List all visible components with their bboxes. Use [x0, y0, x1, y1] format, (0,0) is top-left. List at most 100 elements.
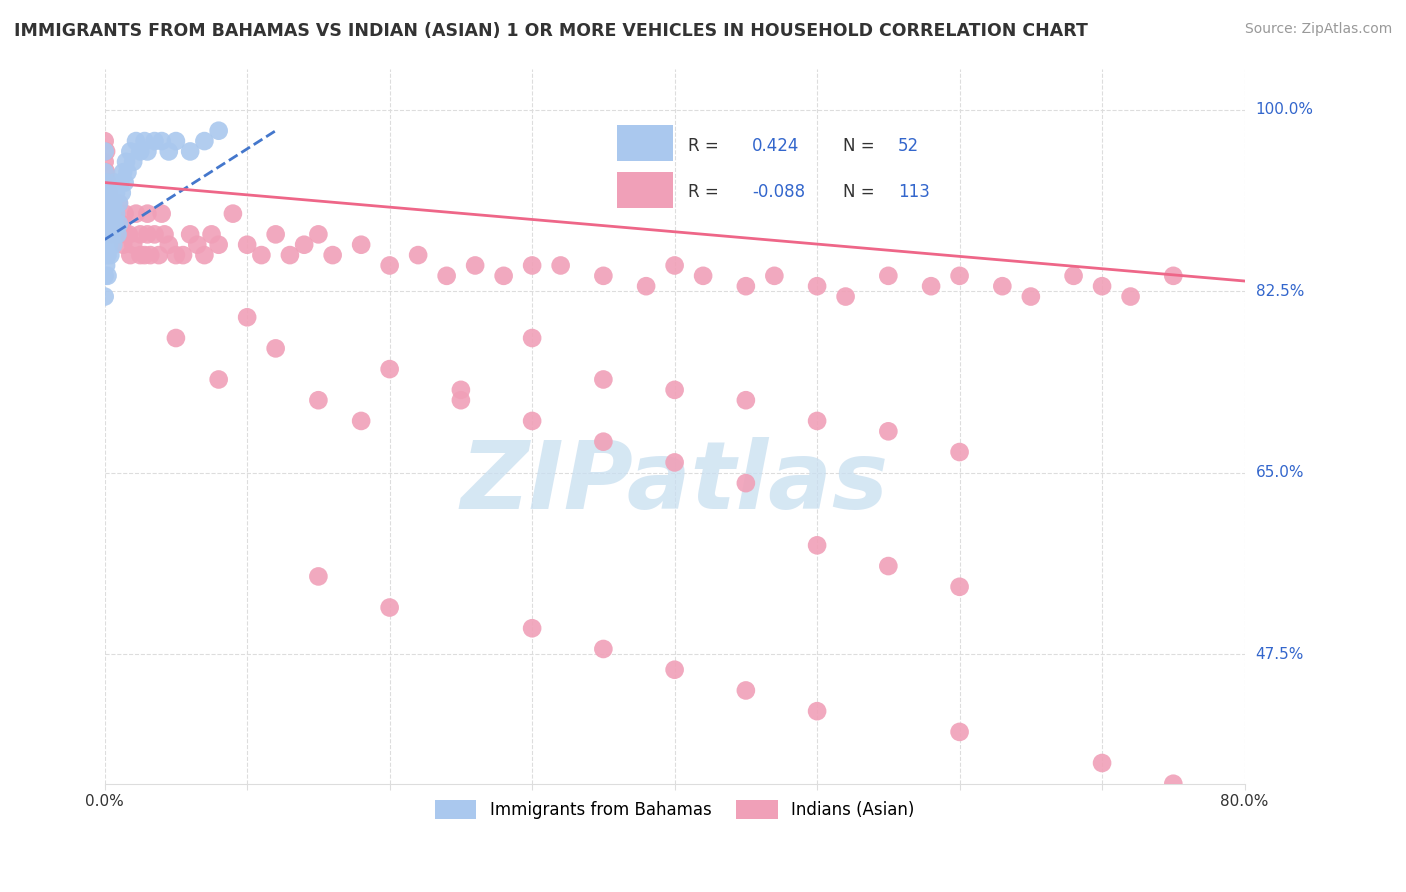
Text: 82.5%: 82.5%	[1256, 284, 1303, 299]
Point	[763, 268, 786, 283]
Point	[125, 134, 148, 148]
Point	[157, 237, 180, 252]
Point	[94, 165, 117, 179]
Point	[125, 207, 148, 221]
Point	[150, 207, 173, 221]
Point	[378, 259, 401, 273]
Point	[1019, 289, 1042, 303]
Point	[436, 268, 458, 283]
Point	[157, 145, 180, 159]
Point	[592, 268, 614, 283]
Point	[250, 248, 273, 262]
Point	[520, 331, 543, 345]
Point	[118, 227, 141, 242]
Point	[108, 217, 131, 231]
Point	[97, 186, 120, 200]
Point	[153, 227, 176, 242]
Point	[117, 165, 139, 179]
Point	[692, 268, 714, 283]
Point	[108, 196, 131, 211]
Point	[139, 248, 162, 262]
Point	[93, 268, 115, 283]
Point	[664, 383, 686, 397]
Point	[136, 207, 159, 221]
Point	[350, 237, 373, 252]
Point	[93, 289, 115, 303]
Point	[107, 227, 129, 242]
Point	[734, 393, 756, 408]
Point	[93, 227, 115, 242]
Point	[734, 683, 756, 698]
Point	[114, 207, 136, 221]
Point	[93, 248, 115, 262]
Point	[105, 207, 128, 221]
Point	[406, 248, 429, 262]
Point	[920, 279, 942, 293]
Point	[120, 145, 142, 159]
Point	[520, 414, 543, 428]
Point	[136, 145, 159, 159]
Point	[292, 237, 315, 252]
Point	[101, 227, 124, 242]
Point	[96, 207, 118, 221]
Point	[134, 248, 156, 262]
Legend: Immigrants from Bahamas, Indians (Asian): Immigrants from Bahamas, Indians (Asian)	[427, 793, 921, 825]
Point	[877, 559, 900, 574]
Point	[107, 227, 129, 242]
Point	[550, 259, 572, 273]
Point	[129, 227, 152, 242]
Text: ZIPatlas: ZIPatlas	[461, 437, 889, 529]
Point	[186, 237, 208, 252]
Point	[236, 237, 259, 252]
Point	[96, 268, 118, 283]
Point	[134, 134, 156, 148]
Point	[129, 145, 152, 159]
Point	[96, 196, 118, 211]
Point	[948, 725, 970, 739]
Point	[108, 196, 131, 211]
Point	[948, 580, 970, 594]
Point	[278, 248, 301, 262]
Text: 100.0%: 100.0%	[1256, 103, 1313, 118]
Text: 65.0%: 65.0%	[1256, 466, 1305, 480]
Point	[100, 227, 122, 242]
Point	[592, 642, 614, 657]
Point	[105, 186, 128, 200]
Point	[307, 393, 329, 408]
Point	[464, 259, 486, 273]
Point	[101, 207, 124, 221]
Point	[664, 663, 686, 677]
Point	[120, 248, 142, 262]
Point	[450, 393, 472, 408]
Point	[834, 289, 856, 303]
Point	[378, 600, 401, 615]
Point	[520, 621, 543, 635]
Point	[734, 476, 756, 491]
Point	[307, 227, 329, 242]
Point	[222, 207, 245, 221]
Point	[129, 248, 152, 262]
Point	[193, 134, 215, 148]
Point	[806, 538, 828, 552]
Point	[143, 227, 166, 242]
Point	[150, 134, 173, 148]
Point	[806, 704, 828, 718]
Point	[93, 207, 115, 221]
Point	[93, 145, 115, 159]
Point	[200, 227, 222, 242]
Point	[1091, 756, 1114, 770]
Point	[208, 124, 231, 138]
Point	[103, 217, 125, 231]
Point	[350, 414, 373, 428]
Point	[93, 176, 115, 190]
Point	[93, 165, 115, 179]
Point	[179, 227, 201, 242]
Point	[112, 165, 135, 179]
Point	[111, 186, 134, 200]
Point	[264, 227, 287, 242]
Point	[734, 279, 756, 293]
Point	[100, 248, 122, 262]
Point	[103, 196, 125, 211]
Point	[307, 569, 329, 583]
Point	[112, 237, 135, 252]
